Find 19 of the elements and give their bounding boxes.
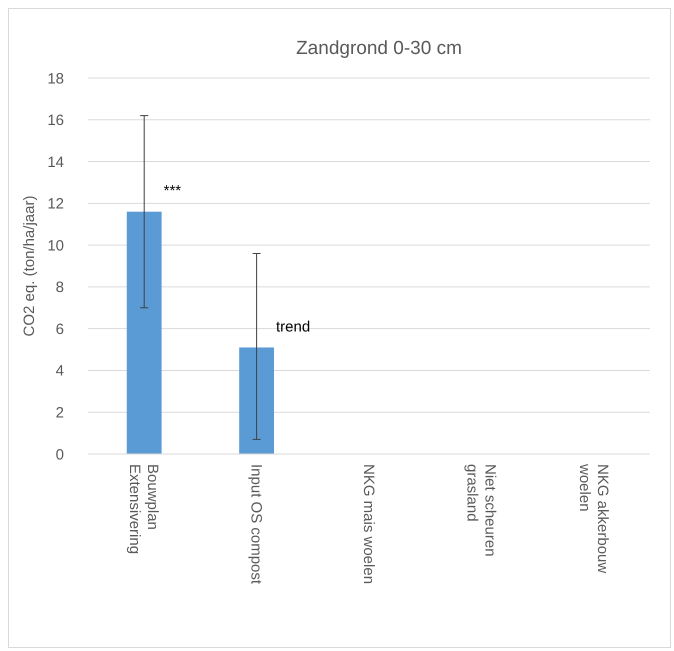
y-tick-label: 18 <box>47 70 64 88</box>
annotation: *** <box>164 182 182 200</box>
y-tick-label: 4 <box>56 362 64 380</box>
y-axis-title: CO2 eq. (ton/ha/jaar) <box>21 196 38 336</box>
x-tick-label: Niet scheuren grasland <box>463 464 498 557</box>
y-tick-label: 12 <box>47 196 64 213</box>
annotation: trend <box>276 318 310 336</box>
x-tick-label: Bouwplan Extensivering <box>126 464 162 554</box>
y-tick-label: 8 <box>56 279 64 296</box>
y-tick-label: 2 <box>56 404 64 422</box>
y-tick-label: 14 <box>47 154 64 171</box>
x-tick-label: NKG mais woelen <box>360 464 377 584</box>
x-tick-label: Input OS compost <box>248 464 265 585</box>
y-tick-label: 10 <box>47 237 64 254</box>
chart-title: Zandgrond 0-30 cm <box>296 38 462 59</box>
y-tick-label: 6 <box>56 320 64 338</box>
x-tick-label: NKG akkerbouw woelen <box>576 463 611 574</box>
y-tick-label: 16 <box>47 112 64 130</box>
y-tick-label: 0 <box>56 446 64 464</box>
